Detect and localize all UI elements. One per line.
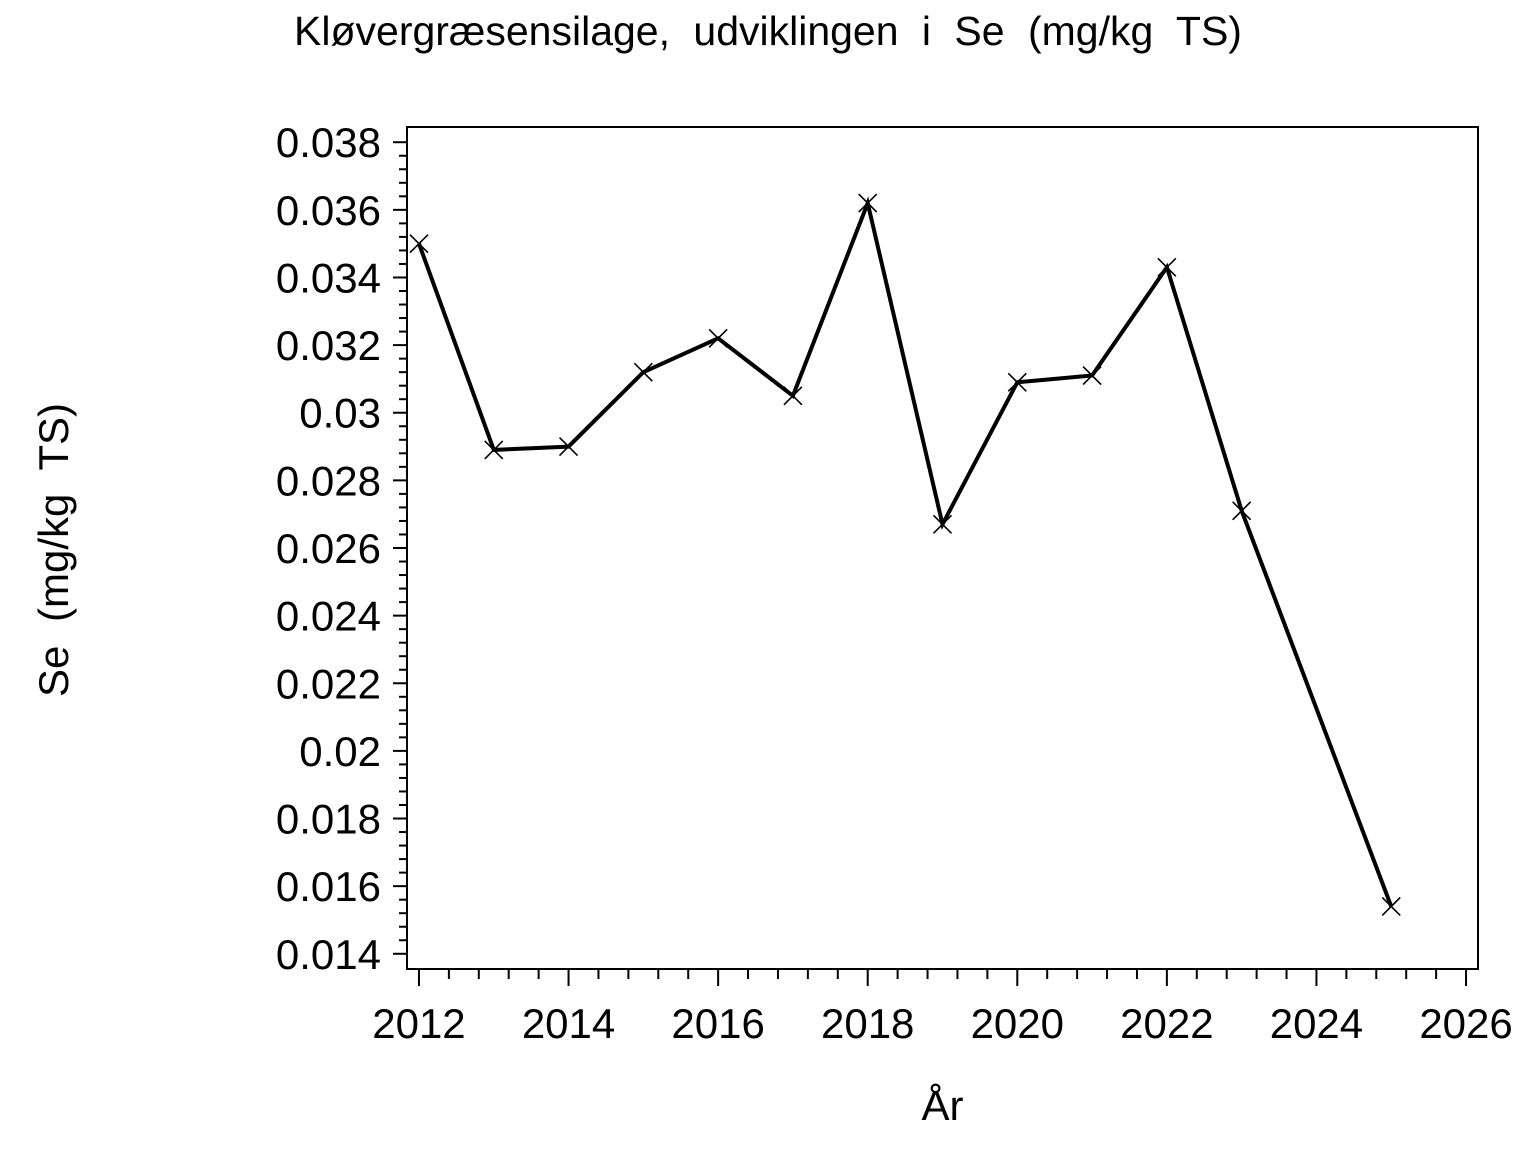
y-tick-label: 0.034 bbox=[276, 254, 381, 301]
data-point-marker bbox=[1007, 372, 1027, 392]
data-point-marker bbox=[1082, 365, 1102, 386]
x-tick-label: 2016 bbox=[671, 1000, 764, 1047]
y-tick-label: 0.026 bbox=[276, 525, 381, 572]
y-tick-label: 0.028 bbox=[276, 457, 381, 504]
y-tick-label: 0.02 bbox=[299, 728, 381, 775]
y-tick-label: 0.018 bbox=[276, 796, 381, 843]
data-point-marker bbox=[783, 386, 803, 406]
data-point-marker bbox=[1232, 501, 1252, 521]
y-tick-label: 0.014 bbox=[276, 931, 381, 978]
plot-frame bbox=[406, 126, 1479, 970]
x-tick-label: 2014 bbox=[522, 1000, 615, 1047]
y-tick-label: 0.016 bbox=[276, 863, 381, 910]
x-tick-label: 2022 bbox=[1120, 1000, 1213, 1047]
x-axis-title: År bbox=[921, 1082, 964, 1129]
y-tick-label: 0.024 bbox=[276, 593, 381, 640]
data-point-marker bbox=[858, 193, 878, 213]
data-point-marker bbox=[409, 234, 429, 254]
x-tick-label: 2024 bbox=[1270, 1000, 1363, 1047]
data-point-marker bbox=[484, 440, 504, 460]
x-tick-label: 2026 bbox=[1419, 1000, 1512, 1047]
y-axis-title: Se (mg/kg TS) bbox=[30, 403, 77, 697]
data-point-marker bbox=[932, 514, 953, 534]
data-point-marker bbox=[558, 436, 579, 457]
x-tick-label: 2012 bbox=[372, 1000, 465, 1047]
data-point-marker bbox=[1381, 896, 1401, 917]
data-point-marker bbox=[633, 362, 653, 382]
y-tick-label: 0.032 bbox=[276, 322, 381, 369]
data-point-marker bbox=[1157, 257, 1177, 277]
x-tick-label: 2018 bbox=[821, 1000, 914, 1047]
y-tick-label: 0.022 bbox=[276, 660, 381, 707]
y-tick-label: 0.038 bbox=[276, 119, 381, 166]
y-tick-label: 0.036 bbox=[276, 187, 381, 234]
chart-title: Kløvergræsensilage, udviklingen i Se (mg… bbox=[294, 8, 1242, 54]
y-tick-label: 0.03 bbox=[299, 390, 381, 437]
data-point-marker bbox=[708, 328, 728, 348]
x-tick-label: 2020 bbox=[971, 1000, 1064, 1047]
